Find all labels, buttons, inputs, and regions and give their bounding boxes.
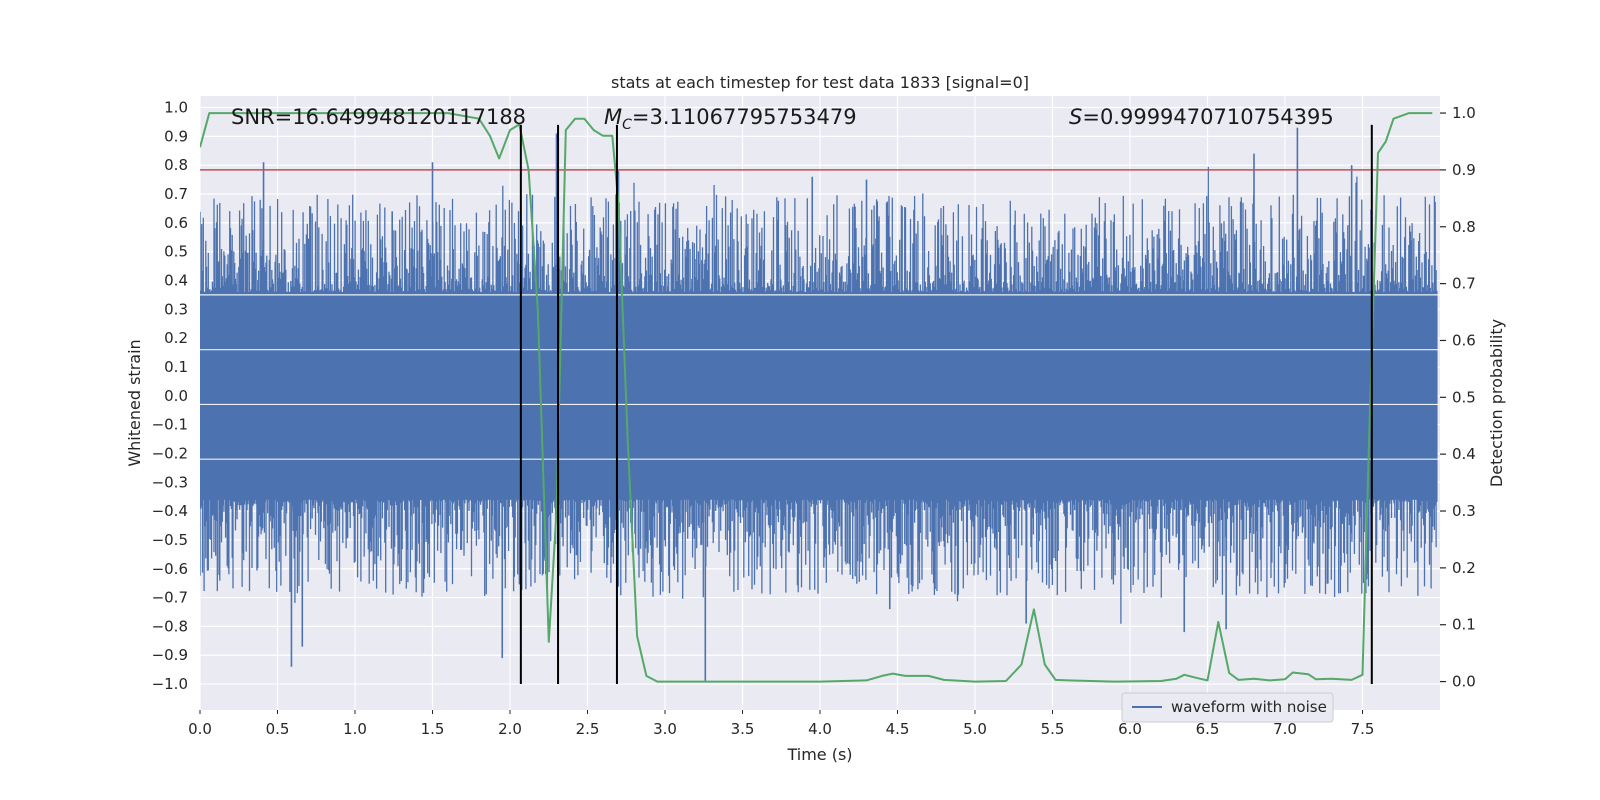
legend-box [1121,692,1334,723]
y-right-tick-label: 0.4 [1452,445,1476,463]
y-left-tick-label: −0.9 [152,646,188,664]
y-left-tick-label: −0.3 [152,473,188,491]
x-tick-label: 3.5 [731,720,755,738]
annotation-score-symbol: S [1069,105,1082,129]
y-left-tick-label: 0.8 [164,156,188,174]
y-right-tick-label: 0.9 [1452,161,1476,179]
y-left-tick-label: −0.7 [152,589,188,607]
y-left-tick-label: 0.0 [164,387,188,405]
x-tick-label: 6.5 [1196,720,1220,738]
x-tick-label: 2.0 [498,720,522,738]
y-left-tick-label: 0.1 [164,358,188,376]
y-left-tick-label: −0.1 [152,416,188,434]
y-left-tick-label: 0.2 [164,329,188,347]
y-left-tick-label: −0.6 [152,560,188,578]
y-left-tick-label: −0.8 [152,617,188,635]
probability-series [200,112,1433,683]
x-axis-label: Time (s) [786,745,852,764]
legend-label: waveform with noise [1171,698,1327,716]
y-left-tick-label: 0.5 [164,243,188,261]
y-right-tick-label: 1.0 [1452,104,1476,122]
y-left-tick-label: −0.2 [152,444,188,462]
y-right-tick-label: 0.6 [1452,331,1476,349]
x-tick-label: 6.0 [1118,720,1142,738]
x-tick-label: 0.0 [188,720,212,738]
x-tick-label: 5.5 [1041,720,1065,738]
x-tick-label: 0.5 [266,720,290,738]
x-tick-label: 3.0 [653,720,677,738]
y-axis-right-label: Detection probability [1487,319,1506,487]
y-right-tick-label: 0.5 [1452,388,1476,406]
legend: waveform with noise [1121,692,1334,723]
annotation-chirp-mass-value: =3.11067795753479 [632,105,857,129]
x-tick-label: 2.5 [576,720,600,738]
y-right-tick-label: 0.0 [1452,673,1476,691]
y-right-tick-label: 0.2 [1452,559,1476,577]
y-left-tick-label: 0.3 [164,300,188,318]
vertical-markers [519,124,1373,685]
annotation-chirp-mass-symbol: M [604,105,622,129]
y-left-tick-label: 0.7 [164,185,188,203]
y-left-tick-label: 1.0 [164,99,188,117]
annotation-snr: SNR=16.649948120117188 [231,105,526,129]
probability-line [200,112,1433,683]
waveform-trace [200,166,1438,624]
y-left-tick-label: −1.0 [152,675,188,693]
x-tick-label: 4.5 [886,720,910,738]
y-right-tick-label: 0.3 [1452,502,1476,520]
y-left-tick-label: 0.6 [164,214,188,232]
annotation-chirp-mass: MC=3.11067795753479 [604,105,857,133]
annotation-score: S=0.9999470710754395 [1069,105,1334,129]
y-left-tick-label: 0.9 [164,127,188,145]
y-right-tick-label: 0.7 [1452,275,1476,293]
annotation-chirp-mass-subscript: C [622,117,632,133]
y-left-tick-label: −0.4 [152,502,188,520]
y-axis-left-label: Whitened strain [125,339,144,466]
y-right-tick-label: 0.8 [1452,218,1476,236]
y-left-tick-label: 0.4 [164,271,188,289]
y-right-tick-label: 0.1 [1452,616,1476,634]
waveform-series [200,127,1440,682]
x-tick-label: 5.0 [963,720,987,738]
x-tick-label: 1.5 [421,720,445,738]
x-tick-label: 1.0 [343,720,367,738]
x-tick-label: 7.5 [1351,720,1375,738]
y-left-tick-label: −0.5 [152,531,188,549]
chart-title: stats at each timestep for test data 183… [611,73,1029,92]
x-tick-label: 7.0 [1273,720,1297,738]
annotation-score-value: =0.9999470710754395 [1082,105,1333,129]
x-tick-label: 4.0 [808,720,832,738]
ticks: 0.0 0.5 1.0 1.5 2.0 2.5 3.0 3.5 4.0 4.5 5.0 5.5 6.0 6… [152,99,1476,738]
